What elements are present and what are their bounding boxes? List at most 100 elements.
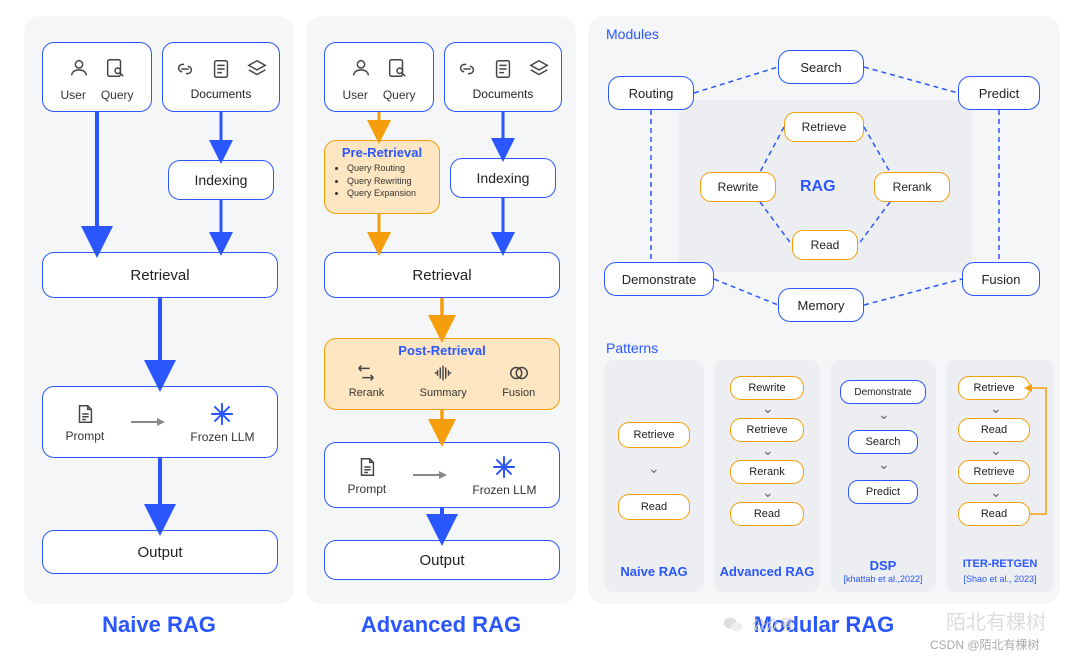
p0-step0: Retrieve bbox=[618, 422, 690, 448]
advanced-title: Advanced RAG bbox=[306, 612, 576, 638]
pre-item-1: Query Rewriting bbox=[347, 175, 429, 188]
post-retrieval-title: Post-Retrieval bbox=[325, 343, 559, 358]
p2-step1: Search bbox=[848, 430, 918, 454]
snowflake-icon bbox=[491, 454, 517, 483]
naive-documents-box: Documents bbox=[162, 42, 280, 112]
doc-icon bbox=[210, 58, 232, 83]
module-routing: Routing bbox=[608, 76, 694, 110]
pre-item-0: Query Routing bbox=[347, 162, 429, 175]
prompt-icon bbox=[356, 455, 378, 482]
p0-step1: Read bbox=[618, 494, 690, 520]
adv-output: Output bbox=[324, 540, 560, 580]
module-demonstrate: Demonstrate bbox=[604, 262, 714, 296]
user-label: User bbox=[60, 88, 85, 102]
layers-icon bbox=[246, 58, 268, 83]
query-label: Query bbox=[383, 88, 416, 102]
p3-sub: [Shao et al., 2023] bbox=[946, 574, 1054, 584]
query-icon bbox=[386, 57, 408, 82]
snowflake-icon bbox=[209, 401, 235, 430]
patterns-header: Patterns bbox=[606, 340, 658, 356]
pre-retrieval-title: Pre-Retrieval bbox=[325, 145, 439, 160]
frozen-llm-col: Frozen LLM bbox=[190, 401, 254, 444]
summary-label: Summary bbox=[420, 387, 467, 399]
p1-step1: Retrieve bbox=[730, 418, 804, 442]
user-icon bbox=[68, 57, 90, 82]
modules-header: Modules bbox=[606, 26, 659, 42]
module-fusion: Fusion bbox=[962, 262, 1040, 296]
post-retrieval-box: Post-Retrieval Rerank Summary Fusion bbox=[324, 338, 560, 410]
doc-icon bbox=[492, 58, 514, 83]
fusion-label: Fusion bbox=[502, 387, 535, 399]
chevron-down-icon: ⌄ bbox=[990, 442, 1002, 459]
gray-arrow-icon bbox=[411, 468, 447, 482]
p1-step0: Rewrite bbox=[730, 376, 804, 400]
naive-user-query-box: User Query bbox=[42, 42, 152, 112]
link-icon bbox=[174, 58, 196, 83]
rag-center-label: RAG bbox=[800, 178, 836, 196]
prompt-col: Prompt bbox=[66, 402, 105, 443]
pre-item-2: Query Expansion bbox=[347, 187, 429, 200]
p3-step1: Read bbox=[958, 418, 1030, 442]
p3-step0: Retrieve bbox=[958, 376, 1030, 400]
chevron-down-icon: ⌄ bbox=[878, 456, 890, 473]
wechat-text: 公众号 bbox=[752, 615, 794, 635]
chevron-down-icon: ⌄ bbox=[762, 442, 774, 459]
fusion-col: Fusion bbox=[502, 362, 535, 399]
rerank-label: Rerank bbox=[349, 387, 384, 399]
frozen-llm-col: Frozen LLM bbox=[472, 454, 536, 497]
module-memory: Memory bbox=[778, 288, 864, 322]
wechat-watermark: 公众号 bbox=[720, 614, 794, 636]
prompt-label: Prompt bbox=[348, 482, 387, 496]
adv-documents-box: Documents bbox=[444, 42, 562, 112]
p1-title: Advanced RAG bbox=[714, 564, 820, 579]
prompt-icon bbox=[74, 402, 96, 429]
rerank-icon bbox=[355, 362, 377, 387]
module-read: Read bbox=[792, 230, 858, 260]
pre-retrieval-list: Query Routing Query Rewriting Query Expa… bbox=[325, 160, 439, 206]
p2-step2: Predict bbox=[848, 480, 918, 504]
adv-prompt-llm: Prompt Frozen LLM bbox=[324, 442, 560, 508]
frozen-llm-label: Frozen LLM bbox=[190, 430, 254, 444]
fusion-icon bbox=[508, 362, 530, 387]
p3-step3: Read bbox=[958, 502, 1030, 526]
pre-retrieval-box: Pre-Retrieval Query Routing Query Rewrit… bbox=[324, 140, 440, 214]
p2-step0: Demonstrate bbox=[840, 380, 926, 404]
documents-label: Documents bbox=[473, 87, 534, 101]
summary-icon bbox=[432, 362, 454, 387]
rerank-col: Rerank bbox=[349, 362, 384, 399]
chevron-down-icon: ⌄ bbox=[762, 484, 774, 501]
naive-indexing: Indexing bbox=[168, 160, 274, 200]
module-search: Search bbox=[778, 50, 864, 84]
p3-title: ITER-RETGEN bbox=[946, 558, 1054, 570]
chevron-down-icon: ⌄ bbox=[990, 400, 1002, 417]
layers-icon bbox=[528, 58, 550, 83]
chevron-down-icon: ⌄ bbox=[762, 400, 774, 417]
p2-sub: [khattab et al.,2022] bbox=[830, 574, 936, 584]
adv-indexing: Indexing bbox=[450, 158, 556, 198]
documents-label: Documents bbox=[191, 87, 252, 101]
frozen-llm-label: Frozen LLM bbox=[472, 483, 536, 497]
chevron-down-icon: ⌄ bbox=[878, 406, 890, 423]
p1-step2: Rerank bbox=[730, 460, 804, 484]
module-predict: Predict bbox=[958, 76, 1040, 110]
module-retrieve: Retrieve bbox=[784, 112, 864, 142]
naive-output: Output bbox=[42, 530, 278, 574]
chevron-down-icon: ⌄ bbox=[648, 460, 660, 477]
naive-retrieval: Retrieval bbox=[42, 252, 278, 298]
module-rerank: Rerank bbox=[874, 172, 950, 202]
chevron-down-icon: ⌄ bbox=[990, 484, 1002, 501]
prompt-label: Prompt bbox=[66, 429, 105, 443]
p0-title: Naive RAG bbox=[604, 564, 704, 579]
query-label: Query bbox=[101, 88, 134, 102]
p2-title: DSP bbox=[830, 558, 936, 573]
user-icon bbox=[350, 57, 372, 82]
naive-title: Naive RAG bbox=[24, 612, 294, 638]
query-icon bbox=[104, 57, 126, 82]
prompt-col: Prompt bbox=[348, 455, 387, 496]
gray-arrow-icon bbox=[129, 415, 165, 429]
wechat-icon bbox=[720, 614, 746, 636]
user-label: User bbox=[342, 88, 367, 102]
adv-retrieval: Retrieval bbox=[324, 252, 560, 298]
naive-prompt-llm: Prompt Frozen LLM bbox=[42, 386, 278, 458]
p3-step2: Retrieve bbox=[958, 460, 1030, 484]
